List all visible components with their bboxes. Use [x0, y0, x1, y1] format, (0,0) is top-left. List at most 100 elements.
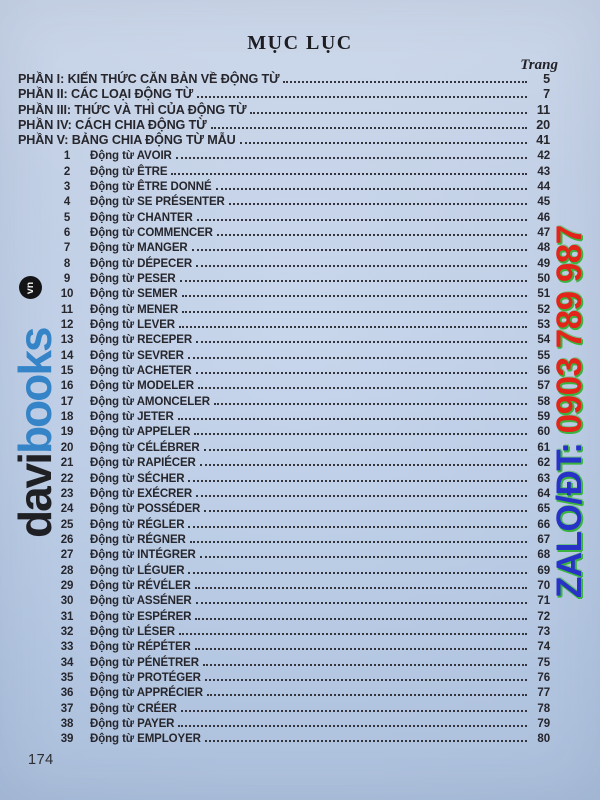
dot-leader: [204, 510, 527, 513]
toc-entry-label: Động từ SE PRÉSENTER: [90, 196, 225, 209]
toc-page-number: 79: [537, 718, 550, 730]
toc-page-number: 57: [537, 380, 550, 393]
toc-entry-label: Động từ SEVRER: [90, 349, 184, 362]
toc-entry-number: 33: [60, 641, 74, 654]
toc-section-row: PHẦN I: KIẾN THỨC CĂN BẢN VỀ ĐỘNG TỪ 5: [18, 71, 550, 86]
toc-page-number: 63: [537, 472, 550, 485]
dot-leader: [204, 678, 527, 681]
toc-entry-label: Động từ LÉSER: [90, 625, 175, 638]
toc-page-number: 11: [536, 102, 550, 117]
toc-page-number: 55: [537, 349, 550, 362]
toc-entry-number: 30: [60, 595, 74, 608]
toc-entry-label: Động từ EXÉCRER: [90, 487, 193, 500]
toc-entry-label: Động từ JETER: [90, 411, 174, 424]
toc-entry-label: Động từ CRÉER: [90, 702, 177, 715]
toc-section-row: PHẦN IV: CÁCH CHIA ĐỘNG TỪ 20: [18, 117, 550, 132]
dot-leader: [213, 402, 527, 405]
toc-entry-row: 5 Động từ CHANTER 46: [18, 208, 550, 224]
toc-entry-number: 21: [60, 457, 74, 470]
toc-entry-number: 14: [60, 349, 74, 362]
toc-page-number: 78: [537, 702, 550, 715]
toc-entry-label: Động từ PROTÉGER: [90, 671, 201, 684]
dot-leader: [203, 448, 527, 451]
toc-page-number: 20: [536, 117, 550, 132]
toc-entry-label: Động từ RÉVÉLER: [90, 579, 191, 592]
toc-entry-row: 36 Động từ APPRÉCIER 77: [18, 684, 550, 699]
toc-entry-label: Động từ RÉPÉTER: [90, 641, 191, 654]
toc-entry-row: 17 Động từ AMONCELER 58: [18, 392, 550, 408]
dot-leader: [194, 586, 527, 589]
dot-leader: [196, 218, 527, 221]
toc-page-number: 56: [537, 365, 550, 378]
toc-entry-number: 13: [60, 334, 74, 347]
dot-leader: [189, 540, 527, 543]
toc-page-number: 73: [537, 625, 550, 638]
toc-entry-number: 27: [60, 549, 74, 562]
toc-entry-number: 4: [63, 196, 71, 209]
toc-entry-label: Động từ RECEPER: [90, 334, 193, 347]
toc-entry-row: 29 Động từ RÉVÉLER 70: [18, 577, 550, 592]
toc-page-number: 80: [537, 733, 550, 746]
toc-entry-row: 31 Động từ ESPÉRER 72: [18, 607, 550, 623]
toc-entry-row: 16 Động từ MODELER 57: [18, 377, 550, 392]
toc-page-number: 59: [537, 411, 550, 424]
toc-entry-row: 25 Động từ RÉGLER 66: [18, 515, 550, 531]
toc-entry-number: 6: [63, 227, 71, 239]
toc-entry-label: Động từ PAYER: [90, 718, 175, 730]
dot-leader: [187, 356, 527, 359]
dot-leader: [182, 310, 527, 313]
toc-entry-number: 5: [63, 211, 71, 224]
toc-page-number: 62: [537, 457, 550, 470]
toc-entry-number: 1: [63, 150, 71, 163]
toc-section-label: PHẦN V: BẢNG CHIA ĐỘNG TỪ MẪU: [18, 132, 236, 147]
toc-entry-number: 26: [60, 533, 74, 546]
toc-entry-row: 32 Động từ LÉSER 73: [18, 623, 550, 638]
toc-entry-row: 24 Động từ POSSÉDER 65: [18, 500, 550, 515]
toc-entry-label: Động từ SEMER: [90, 288, 178, 301]
toc-entry-label: Động từ CÉLÉBRER: [90, 441, 200, 454]
toc-entry-label: Động từ ÊTRE: [90, 165, 168, 178]
toc-entry-number: 35: [60, 671, 74, 684]
toc-entry-number: 24: [60, 503, 74, 516]
dot-leader: [196, 264, 527, 267]
toc-page-number: 70: [537, 579, 550, 592]
toc-entry-row: 6 Động từ COMMENCER 47: [18, 224, 550, 239]
toc-entry-row: 34 Động từ PÉNÉTRER 75: [18, 653, 550, 669]
toc-entry-row: 22 Động từ SÉCHER 63: [18, 469, 550, 485]
toc-page-number: 61: [537, 441, 550, 454]
toc-section-row: PHẦN V: BẢNG CHIA ĐỘNG TỪ MẪU 41: [18, 132, 550, 147]
toc-entry-label: Động từ COMMENCER: [90, 227, 213, 239]
dot-leader: [197, 96, 527, 99]
toc-page-number: 48: [537, 242, 550, 255]
toc-page-number: 75: [537, 656, 550, 669]
toc-page-number: 68: [537, 549, 550, 562]
davibooks-vn-badge-label: vn: [24, 281, 37, 294]
toc-section-label: PHẦN II: CÁC LOẠI ĐỘNG TỪ: [18, 87, 194, 102]
dot-leader: [195, 617, 527, 620]
toc-entry-row: 2 Động từ ÊTRE 43: [18, 162, 550, 178]
dot-leader: [199, 556, 527, 559]
toc-entry-row: 4 Động từ SE PRÉSENTER 45: [18, 193, 550, 208]
toc-section-label: PHẦN I: KIẾN THỨC CĂN BẢN VỀ ĐỘNG TỪ: [18, 72, 280, 87]
toc-entry-label: Động từ APPRÉCIER: [90, 687, 203, 700]
toc-entry-number: 29: [60, 579, 74, 592]
toc-entry-row: 35 Động từ PROTÉGER 76: [18, 669, 550, 684]
toc-entry-label: Động từ ÊTRE DONNÉ: [90, 180, 212, 193]
dot-leader: [199, 464, 527, 467]
toc-entry-label: Động từ POSSÉDER: [90, 503, 201, 516]
toc-entry-number: 28: [60, 564, 74, 577]
toc-entry-label: Động từ CHANTER: [90, 211, 193, 224]
dot-leader: [216, 234, 527, 236]
toc-entry-label: Động từ MENER: [90, 303, 179, 316]
toc-page-number: 71: [537, 595, 550, 608]
toc-entry-number: 2: [63, 165, 71, 178]
toc-entry-label: Động từ LEVER: [90, 319, 175, 332]
toc-entry-row: 1 Động từ AVOIR 42: [18, 147, 550, 162]
toc-page-number: 77: [537, 687, 550, 700]
toc-page-number: 46: [537, 211, 550, 224]
dot-leader: [194, 648, 527, 651]
toc-entry-number: 3: [63, 180, 71, 193]
toc-page-number: 41: [536, 132, 550, 147]
toc-entry-number: 8: [63, 257, 71, 270]
toc-entry-number: 23: [60, 487, 74, 500]
